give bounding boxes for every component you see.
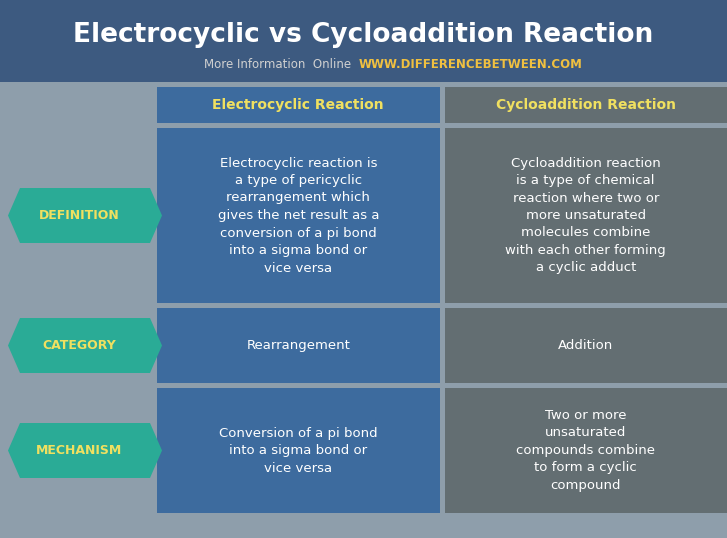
Text: More Information  Online: More Information Online <box>204 59 358 72</box>
Text: Electrocyclic Reaction: Electrocyclic Reaction <box>212 98 384 112</box>
Polygon shape <box>8 188 162 243</box>
Bar <box>157 388 440 513</box>
Bar <box>444 308 727 383</box>
Bar <box>444 87 727 123</box>
Text: DEFINITION: DEFINITION <box>39 209 119 222</box>
Text: MECHANISM: MECHANISM <box>36 444 122 457</box>
Text: Cycloaddition reaction
is a type of chemical
reaction where two or
more unsatura: Cycloaddition reaction is a type of chem… <box>505 157 666 274</box>
Text: Electrocyclic vs Cycloaddition Reaction: Electrocyclic vs Cycloaddition Reaction <box>73 22 654 48</box>
Text: WWW.DIFFERENCEBETWEEN.COM: WWW.DIFFERENCEBETWEEN.COM <box>358 59 582 72</box>
Bar <box>157 308 440 383</box>
Text: Addition: Addition <box>558 339 614 352</box>
Text: Two or more
unsaturated
compounds combine
to form a cyclic
compound: Two or more unsaturated compounds combin… <box>516 409 655 492</box>
Bar <box>157 87 440 123</box>
Text: CATEGORY: CATEGORY <box>42 339 116 352</box>
Bar <box>444 128 727 303</box>
Text: Cycloaddition Reaction: Cycloaddition Reaction <box>496 98 676 112</box>
Bar <box>0 0 727 82</box>
Polygon shape <box>8 318 162 373</box>
Polygon shape <box>8 423 162 478</box>
Bar <box>157 128 440 303</box>
Text: Conversion of a pi bond
into a sigma bond or
vice versa: Conversion of a pi bond into a sigma bon… <box>219 427 377 475</box>
Bar <box>444 388 727 513</box>
Text: Rearrangement: Rearrangement <box>246 339 350 352</box>
Text: Electrocyclic reaction is
a type of pericyclic
rearrangement which
gives the net: Electrocyclic reaction is a type of peri… <box>217 157 379 274</box>
